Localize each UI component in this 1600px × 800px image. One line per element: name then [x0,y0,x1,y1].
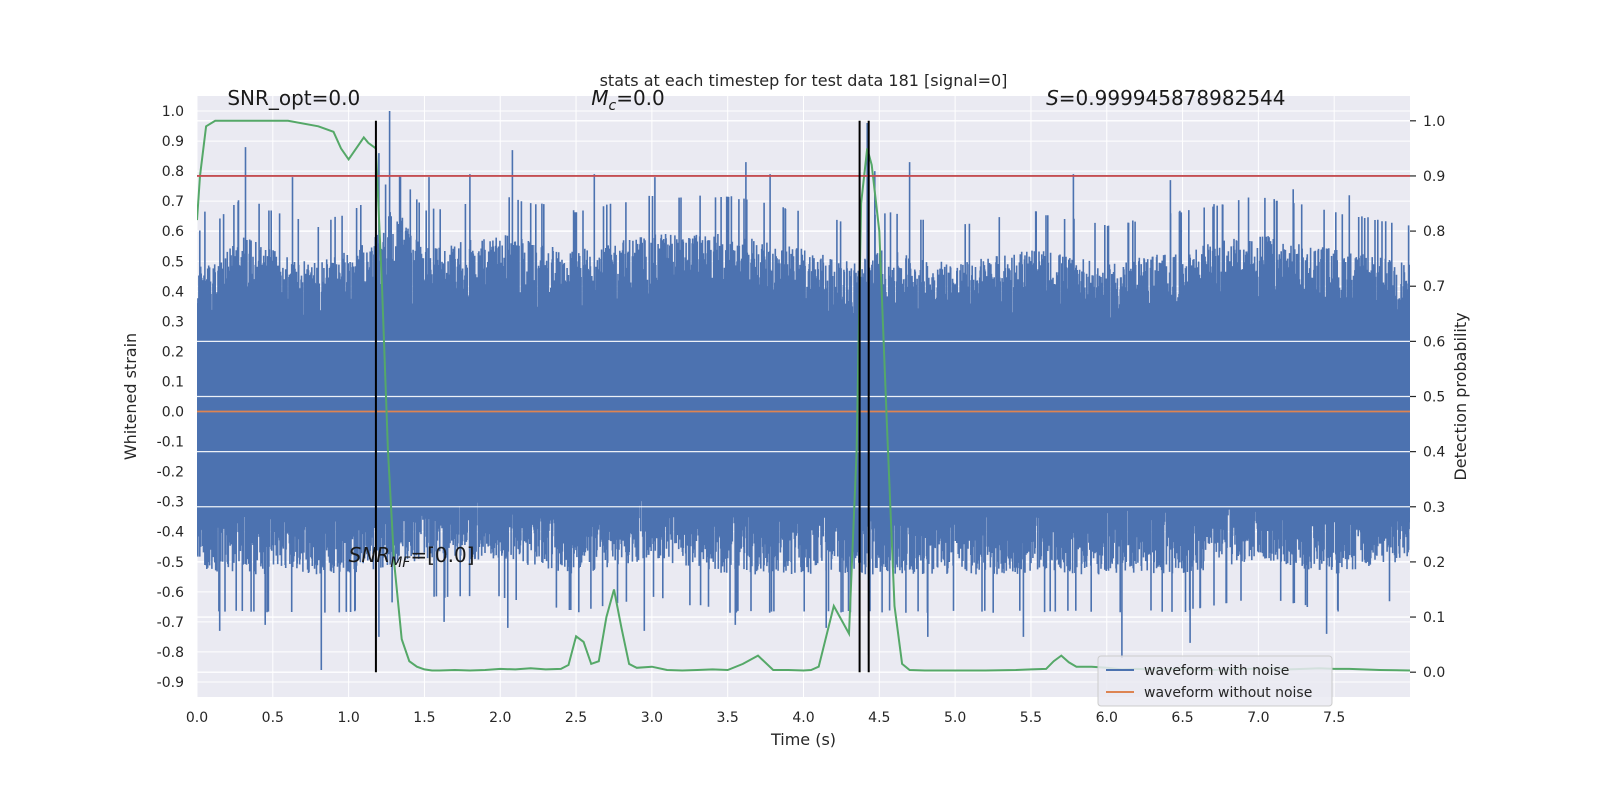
y-tick-label: 0.6 [162,224,184,240]
x-tick-label: 7.0 [1247,710,1269,726]
y-axis-right: 1.0 0.9 0.8 0.7 0.6 0.5 0.4 0.3 0.2 0.1 0.0 [1410,114,1445,681]
x-tick-label: 2.5 [565,710,587,726]
noisy-waveform-series [197,111,1410,670]
y-tick-label: -0.6 [157,585,184,601]
annotation-text: S=0.999945878982544 [1046,86,1285,110]
y-tick-label: 0.0 [162,405,184,421]
detection-markers [374,120,870,673]
x-tick-label: 3.5 [717,710,739,726]
annotation-text: Mc=0.0 [591,86,665,114]
x-tick-label: 2.0 [489,710,511,726]
annotation-text: SNR_opt=0.0 [227,86,360,110]
x-tick-label: 6.0 [1096,710,1118,726]
y-tick-label: 0.7 [162,194,184,210]
annotations: SNR_opt=0.0 Mc=0.0 S=0.999945878982544SNRM… [227,86,1285,571]
y-tick-label: -0.8 [157,645,184,661]
x-axis-label: Time (s) [770,730,836,749]
annotation-part: =0.999945878982544 [1059,86,1286,110]
annotation-text: SNRMF=[0.0] [349,543,475,571]
legend-box [1097,655,1333,707]
x-tick-label: 0.5 [262,710,284,726]
y-axis-left: 1.0 0.9 0.8 0.7 0.6 0.5 0.4 0.3 0.2 0.1 0.0 -0.1 -0.… [157,104,184,691]
y-tick-label: 0.3 [162,314,184,330]
y-tick-label: -0.2 [157,465,184,481]
y-tick-label: -0.5 [157,555,184,571]
y2-tick-label: 0.5 [1423,390,1445,406]
y-tick-label: 1.0 [162,104,184,120]
y-tick-label: -0.4 [157,525,184,541]
annotation-part: =0.0 [616,86,665,110]
y-tick-label: -0.3 [157,495,184,511]
y-axis-label: Whitened strain [121,333,140,460]
noisy-waveform-core [197,336,1410,496]
x-tick-label: 1.0 [337,710,359,726]
annotation-part: c [608,98,616,114]
x-tick-label: 5.5 [1020,710,1042,726]
x-tick-label: 6.5 [1171,710,1193,726]
legend-entry-label: waveform with noise [1144,663,1289,679]
y2-axis-label: Detection probability [1451,312,1470,480]
legend-entry-label: waveform without noise [1144,685,1312,701]
annotation-part: MF [390,555,411,571]
x-tick-label: 5.0 [944,710,966,726]
y2-tick-label: 0.8 [1423,224,1445,240]
y-tick-label: 0.9 [162,134,184,150]
y-tick-label: 0.4 [162,284,184,300]
annotation-part: M [591,86,608,110]
y-tick-label: -0.1 [157,435,184,451]
annotation-part: =[0.0] [410,543,474,567]
y2-tick-label: 0.1 [1423,610,1445,626]
legend: waveform with noise waveform without nois… [1097,655,1333,707]
x-tick-label: 7.5 [1323,710,1345,726]
y-tick-label: 0.5 [162,254,184,270]
chart-title: stats at each timestep for test data 181… [600,71,1008,90]
x-tick-label: 4.0 [792,710,814,726]
annotation-part: S [1046,86,1059,110]
y-tick-label: 0.2 [162,344,184,360]
y2-tick-label: 0.2 [1423,555,1445,571]
annotation-part: SNR [349,543,391,567]
x-tick-label: 3.0 [641,710,663,726]
y-tick-label: -0.9 [157,675,184,691]
x-axis: 0.0 0.5 1.0 1.5 2.0 2.5 3.0 3.5 4.0 4.5 5.0 5.5 6.0 6… [186,710,1345,726]
x-tick-label: 1.5 [413,710,435,726]
y2-tick-label: 0.6 [1423,334,1445,350]
y2-tick-label: 0.3 [1423,500,1445,516]
y2-tick-label: 0.4 [1423,445,1445,461]
x-tick-label: 0.0 [186,710,208,726]
y-tick-label: -0.7 [157,615,184,631]
y2-tick-label: 0.7 [1423,279,1445,295]
x-tick-label: 4.5 [868,710,890,726]
y-tick-label: 0.8 [162,164,184,180]
y2-tick-label: 1.0 [1423,114,1445,130]
y2-tick-label: 0.0 [1423,665,1445,681]
y-tick-label: 0.1 [162,374,184,390]
plot-area: SNR_opt=0.0 Mc=0.0 S=0.999945878982544SNRM… [196,86,1410,697]
y2-tick-label: 0.9 [1423,169,1445,185]
